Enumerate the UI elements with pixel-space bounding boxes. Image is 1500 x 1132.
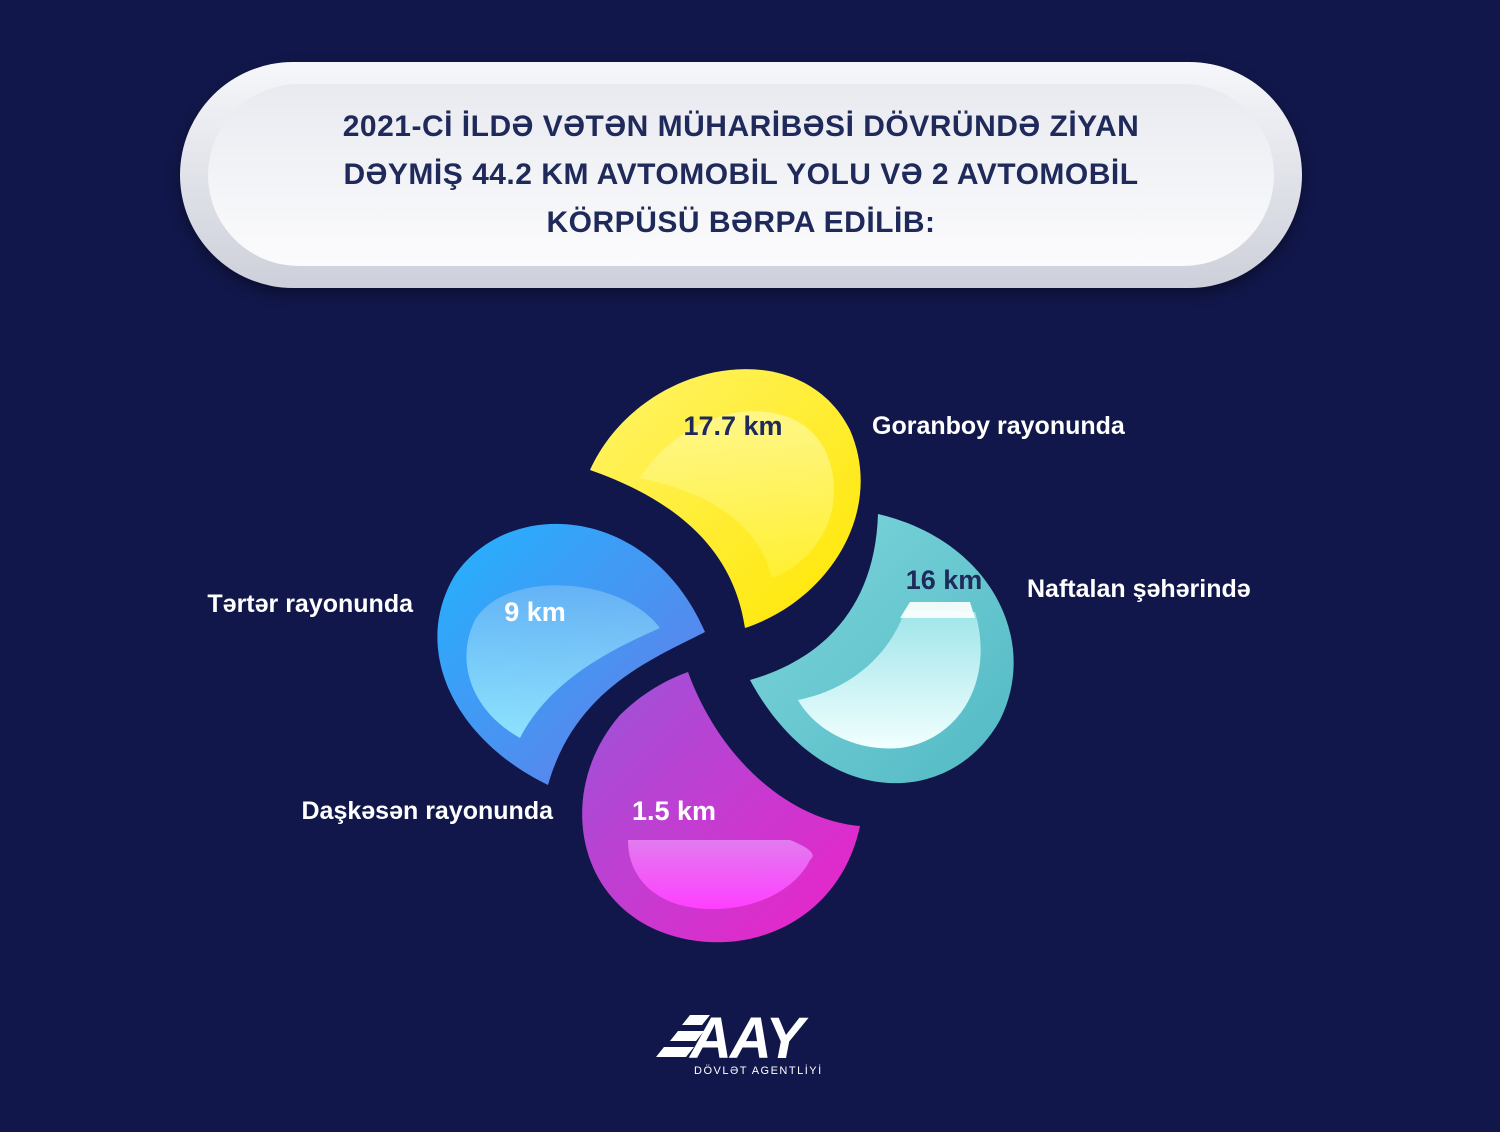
title-banner: 2021-Cİ İLDƏ VƏTƏN MÜHARİBƏSİ DÖVRÜNDƏ Z… [180,62,1302,288]
value-label-goranboy: 17.7 km [683,411,782,441]
petal-goranboy [590,369,861,628]
value-label-terter: 9 km [504,597,566,627]
logo-stripes-icon [656,1015,710,1057]
logo-subtitle: DÖVLƏT AGENTLİYİ [694,1065,823,1077]
title-banner-inner: 2021-Cİ İLDƏ VƏTƏN MÜHARİBƏSİ DÖVRÜNDƏ Z… [208,84,1274,266]
aay-logo: AAY DÖVLƏT AGENTLİYİ [650,1005,850,1085]
logo-brand: AAY [690,1006,804,1071]
value-label-naftalan: 16 km [906,565,983,595]
page-title: 2021-Cİ İLDƏ VƏTƏN MÜHARİBƏSİ DÖVRÜNDƏ Z… [342,110,1140,239]
category-label-terter: Tərtər rayonunda [207,590,414,618]
petal-naftalan [750,514,1014,784]
petal-daskesen [582,672,860,943]
petal-terter [437,523,705,785]
category-label-naftalan: Naftalan şəhərində [1027,575,1251,603]
value-label-daskesen: 1.5 km [632,796,716,826]
category-label-daskesen: Daşkəsən rayonunda [302,797,555,825]
category-label-goranboy: Goranboy rayonunda [872,412,1126,440]
